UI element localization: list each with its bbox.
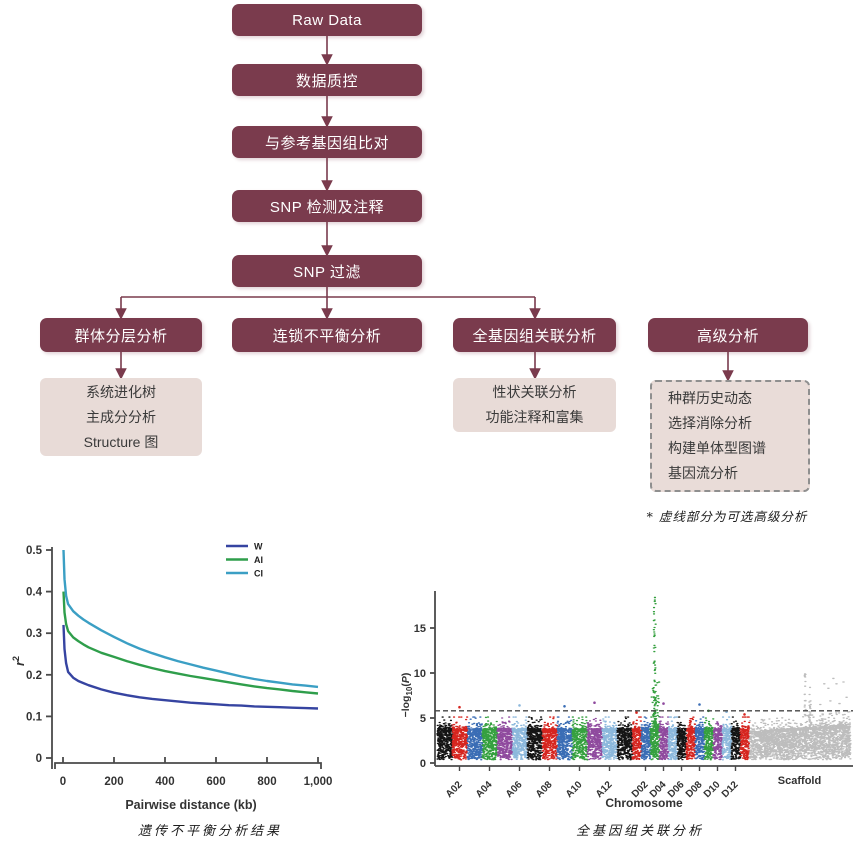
svg-text:AI: AI bbox=[254, 555, 263, 565]
svg-text:0.2: 0.2 bbox=[26, 670, 42, 682]
result-box-gwas-outputs: 性状关联分析 功能注释和富集 bbox=[453, 378, 616, 432]
flow-box-label: 高级分析 bbox=[696, 327, 759, 345]
result-line: Structure 图 bbox=[83, 433, 159, 450]
svg-text:A06: A06 bbox=[504, 779, 525, 800]
svg-text:0: 0 bbox=[36, 753, 42, 765]
flow-box-snp-call: SNP 检测及注释 bbox=[232, 190, 422, 222]
flow-box-label: 连锁不平衡分析 bbox=[272, 327, 382, 345]
svg-text:D08: D08 bbox=[684, 779, 705, 800]
svg-text:0.3: 0.3 bbox=[26, 628, 42, 640]
flow-box-qc: 数据质控 bbox=[232, 64, 422, 96]
flow-box-label: 数据质控 bbox=[295, 72, 358, 90]
flow-box-label: 与参考基因组比对 bbox=[264, 134, 389, 152]
svg-text:200: 200 bbox=[104, 776, 123, 788]
svg-text:−log10(P): −log10(P) bbox=[400, 673, 414, 718]
svg-text:400: 400 bbox=[155, 776, 174, 788]
ld-chart-caption: 遗传不平衡分析结果 bbox=[137, 824, 282, 839]
svg-text:5: 5 bbox=[420, 713, 426, 725]
result-line: 主成分分析 bbox=[86, 408, 156, 425]
flow-box-label: SNP 检测及注释 bbox=[269, 198, 385, 216]
flow-box-align: 与参考基因组比对 bbox=[232, 126, 422, 158]
ld-decay-chart: 0 0.1 0.2 0.3 0.4 0.5 0 200 400 600 800 1,000 Pairwi… bbox=[11, 542, 333, 813]
gwas-chart-caption: 全基因组关联分析 bbox=[575, 824, 704, 839]
svg-text:Chromosome: Chromosome bbox=[605, 796, 683, 810]
svg-text:0.5: 0.5 bbox=[26, 545, 43, 557]
svg-text:D10: D10 bbox=[702, 779, 723, 800]
svg-text:10: 10 bbox=[414, 668, 426, 680]
flow-box-ld-analysis: 连锁不平衡分析 bbox=[232, 318, 422, 352]
result-line: 基因流分析 bbox=[668, 465, 738, 481]
result-box-structure-outputs: 系统进化树 主成分分析 Structure 图 bbox=[40, 378, 202, 456]
flow-box-label: 全基因组关联分析 bbox=[472, 327, 597, 345]
dashed-box-footnote: * 虚线部分为可选高级分析 bbox=[646, 509, 808, 524]
svg-text:0.1: 0.1 bbox=[26, 711, 43, 723]
result-box-advanced-outputs: 种群历史动态 选择消除分析 构建单体型图谱 基因流分析 bbox=[650, 380, 810, 492]
flow-box-label: Raw Data bbox=[292, 11, 362, 29]
flow-box-advanced: 高级分析 bbox=[648, 318, 808, 352]
svg-text:0.4: 0.4 bbox=[26, 587, 43, 599]
svg-text:0: 0 bbox=[420, 758, 426, 770]
svg-text:800: 800 bbox=[257, 776, 276, 788]
svg-text:r2: r2 bbox=[11, 656, 27, 666]
flow-box-population-structure: 群体分层分析 bbox=[40, 318, 202, 352]
flow-box-gwas: 全基因组关联分析 bbox=[453, 318, 616, 352]
svg-text:Pairwise distance (kb): Pairwise distance (kb) bbox=[125, 798, 256, 812]
svg-text:W: W bbox=[254, 542, 263, 552]
flow-box-label: SNP 过滤 bbox=[293, 263, 361, 281]
svg-text:15: 15 bbox=[414, 623, 426, 635]
svg-text:CI: CI bbox=[254, 569, 263, 579]
flow-box-label: 群体分层分析 bbox=[74, 327, 168, 345]
svg-text:D12: D12 bbox=[720, 779, 741, 800]
svg-text:1,000: 1,000 bbox=[304, 776, 333, 788]
result-line: 选择消除分析 bbox=[668, 415, 752, 431]
result-line: 系统进化树 bbox=[86, 383, 156, 400]
svg-text:A02: A02 bbox=[444, 779, 465, 800]
result-line: 构建单体型图谱 bbox=[668, 440, 766, 456]
result-line: 性状关联分析 bbox=[492, 384, 577, 400]
svg-text:A04: A04 bbox=[474, 779, 495, 800]
svg-text:A10: A10 bbox=[564, 779, 585, 800]
result-line: 功能注释和富集 bbox=[485, 409, 584, 425]
result-line: 种群历史动态 bbox=[668, 390, 752, 406]
flow-connectors bbox=[115, 36, 734, 382]
svg-text:600: 600 bbox=[206, 776, 225, 788]
svg-text:0: 0 bbox=[60, 776, 66, 788]
svg-text:Scaffold: Scaffold bbox=[778, 775, 821, 787]
flow-box-snp-filter: SNP 过滤 bbox=[232, 255, 422, 287]
svg-text:A08: A08 bbox=[534, 779, 555, 800]
flow-box-raw-data: Raw Data bbox=[232, 4, 422, 36]
